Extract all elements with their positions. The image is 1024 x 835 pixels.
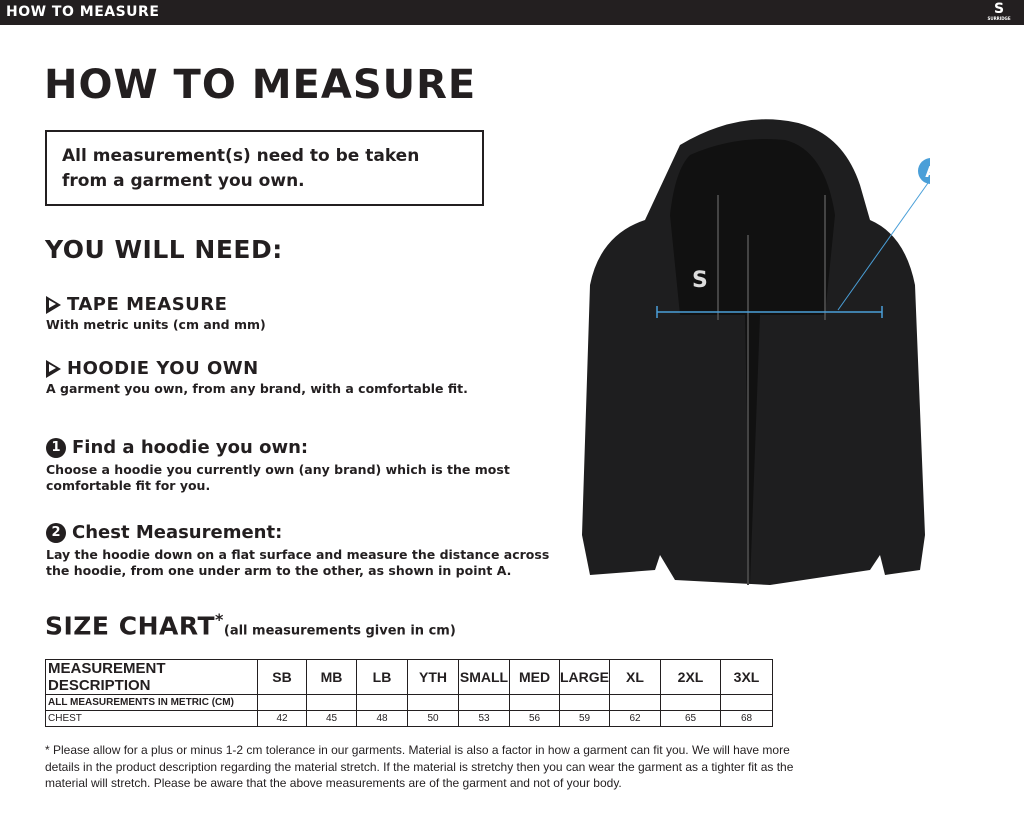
- play-triangle-icon: [46, 295, 61, 314]
- note-box: All measurement(s) need to be taken from…: [45, 130, 484, 206]
- svg-text:S: S: [692, 268, 708, 293]
- you-will-need-heading: YOU WILL NEED:: [45, 235, 283, 264]
- size-chart-table: MEASUREMENT DESCRIPTION SB MB LB YTH SMA…: [45, 659, 773, 727]
- top-bar-title: HOW TO MEASURE: [6, 4, 160, 20]
- page-title: HOW TO MEASURE: [44, 62, 477, 108]
- step-number-icon: 1: [46, 437, 66, 458]
- surridge-logo: S SURRIDGE: [987, 1, 1011, 21]
- point-a-marker: [918, 158, 930, 184]
- footnote: * Please allow for a plus or minus 1-2 c…: [45, 743, 794, 790]
- step-2: 2 Chest Measurement: Lay the hoodie down …: [46, 522, 550, 578]
- need-item-hoodie: HOODIE YOU OWN A garment you own, from a…: [46, 358, 468, 396]
- table-row-units: ALL MEASUREMENTS IN METRIC (CM): [45, 694, 773, 711]
- table-row-chest: CHEST 42 45 48 50 53 56 59 62 65 68: [45, 710, 773, 727]
- size-chart-heading: SIZE CHART*(all measurements given in cm…: [45, 610, 456, 641]
- need-item-tape: TAPE MEASURE With metric units (cm and m…: [46, 294, 266, 332]
- play-triangle-icon: [46, 359, 61, 378]
- hoodie-diagram: S A: [582, 119, 930, 586]
- top-bar: HOW TO MEASURE S SURRIDGE: [0, 0, 1024, 25]
- step-1: 1 Find a hoodie you own: Choose a hoodie …: [46, 437, 510, 493]
- step-number-icon: 2: [46, 522, 66, 543]
- svg-text:A: A: [925, 163, 930, 181]
- table-header-row: MEASUREMENT DESCRIPTION SB MB LB YTH SMA…: [45, 659, 773, 695]
